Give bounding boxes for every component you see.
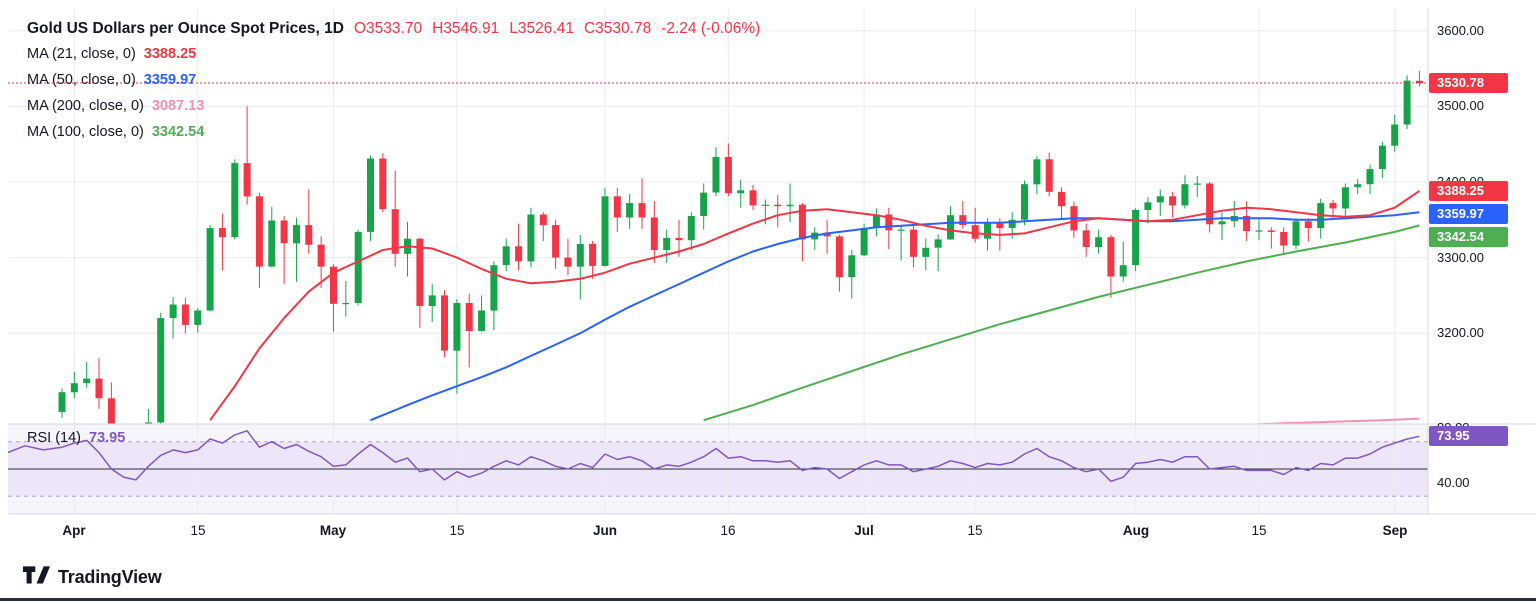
rsi-line <box>8 430 1420 483</box>
price-axis-label: 3500.00 <box>1437 98 1484 113</box>
time-axis-label: 15 <box>449 523 465 538</box>
rsi-pane <box>8 430 1428 497</box>
ma50-value: 3359.97 <box>143 72 197 88</box>
rsi-legend[interactable]: RSI (14) 73.95 <box>27 427 125 449</box>
time-axis-label: 16 <box>720 523 736 538</box>
rsi-value: 73.95 <box>89 430 126 446</box>
time-axis-label: 15 <box>190 523 206 538</box>
tradingview-logo-icon[interactable] <box>23 565 50 589</box>
ma50-line <box>370 211 1420 422</box>
time-axis-label: Jun <box>592 523 618 538</box>
symbol-title[interactable]: Gold US Dollars per Ounce Spot Prices, 1… <box>27 20 344 37</box>
ma100-label: MA (100, close, 0) <box>27 124 144 140</box>
indicator-row-ma50[interactable]: MA (50, close, 0) 3359.97 <box>27 67 760 93</box>
time-axis-label: 15 <box>967 523 983 538</box>
ma200-value: 3087.13 <box>151 98 205 114</box>
indicator-row-ma21[interactable]: MA (21, close, 0) 3388.25 <box>27 41 760 67</box>
price-axis-label: 3600.00 <box>1437 23 1484 38</box>
ma100-value: 3342.54 <box>151 124 205 140</box>
ma21-value: 3388.25 <box>143 46 197 62</box>
ohlc-change: -2.24 (-0.06%) <box>661 20 761 37</box>
chart-plot-area[interactable] <box>0 0 1536 560</box>
price-axis-label: 3200.00 <box>1437 325 1484 340</box>
ma100-line <box>703 224 1420 422</box>
price-axis-label: 3300.00 <box>1437 250 1484 265</box>
rsi-label: RSI (14) <box>27 430 81 446</box>
footer: TradingView <box>23 562 162 592</box>
time-axis[interactable]: Apr 15 May 15 Jun 16 Jul 15 Aug 15 Sep <box>0 514 1428 552</box>
time-axis-label: Apr <box>62 523 86 538</box>
price-pane <box>58 70 1423 424</box>
brand-name[interactable]: TradingView <box>58 566 162 587</box>
time-axis-label: 15 <box>1251 523 1267 538</box>
ma50-label: MA (50, close, 0) <box>27 72 136 88</box>
price-axis[interactable]: 3600.00 3500.00 3400.00 3300.00 3200.00 80.00… <box>1428 0 1536 514</box>
ma21-label: MA (21, close, 0) <box>27 46 136 62</box>
legend-title-row[interactable]: Gold US Dollars per Ounce Spot Prices, 1… <box>27 16 760 41</box>
ohlc-low: L3526.41 <box>509 20 574 37</box>
time-axis-label: May <box>319 523 347 538</box>
indicator-row-ma200[interactable]: MA (200, close, 0) 3087.13 <box>27 93 760 119</box>
chart-legend: Gold US Dollars per Ounce Spot Prices, 1… <box>27 16 760 145</box>
ohlc-close: C3530.78 <box>583 20 652 37</box>
time-axis-label: Jul <box>854 523 874 538</box>
page-bottom-border <box>0 598 1536 601</box>
price-axis-label: 3400.00 <box>1437 174 1484 189</box>
indicator-row-ma100[interactable]: MA (100, close, 0) 3342.54 <box>27 119 760 145</box>
grid-layer <box>8 8 1428 514</box>
time-axis-label: Sep <box>1382 523 1408 538</box>
ma200-label: MA (200, close, 0) <box>27 98 144 114</box>
ohlc-open: O3533.70 <box>353 20 423 37</box>
ma21-line <box>209 190 1420 421</box>
ohlc-high: H3546.91 <box>432 20 500 37</box>
rsi-axis-label: 40.00 <box>1437 475 1470 490</box>
time-axis-label: Aug <box>1122 523 1150 538</box>
rsi-axis-label: 80.00 <box>1437 420 1470 435</box>
